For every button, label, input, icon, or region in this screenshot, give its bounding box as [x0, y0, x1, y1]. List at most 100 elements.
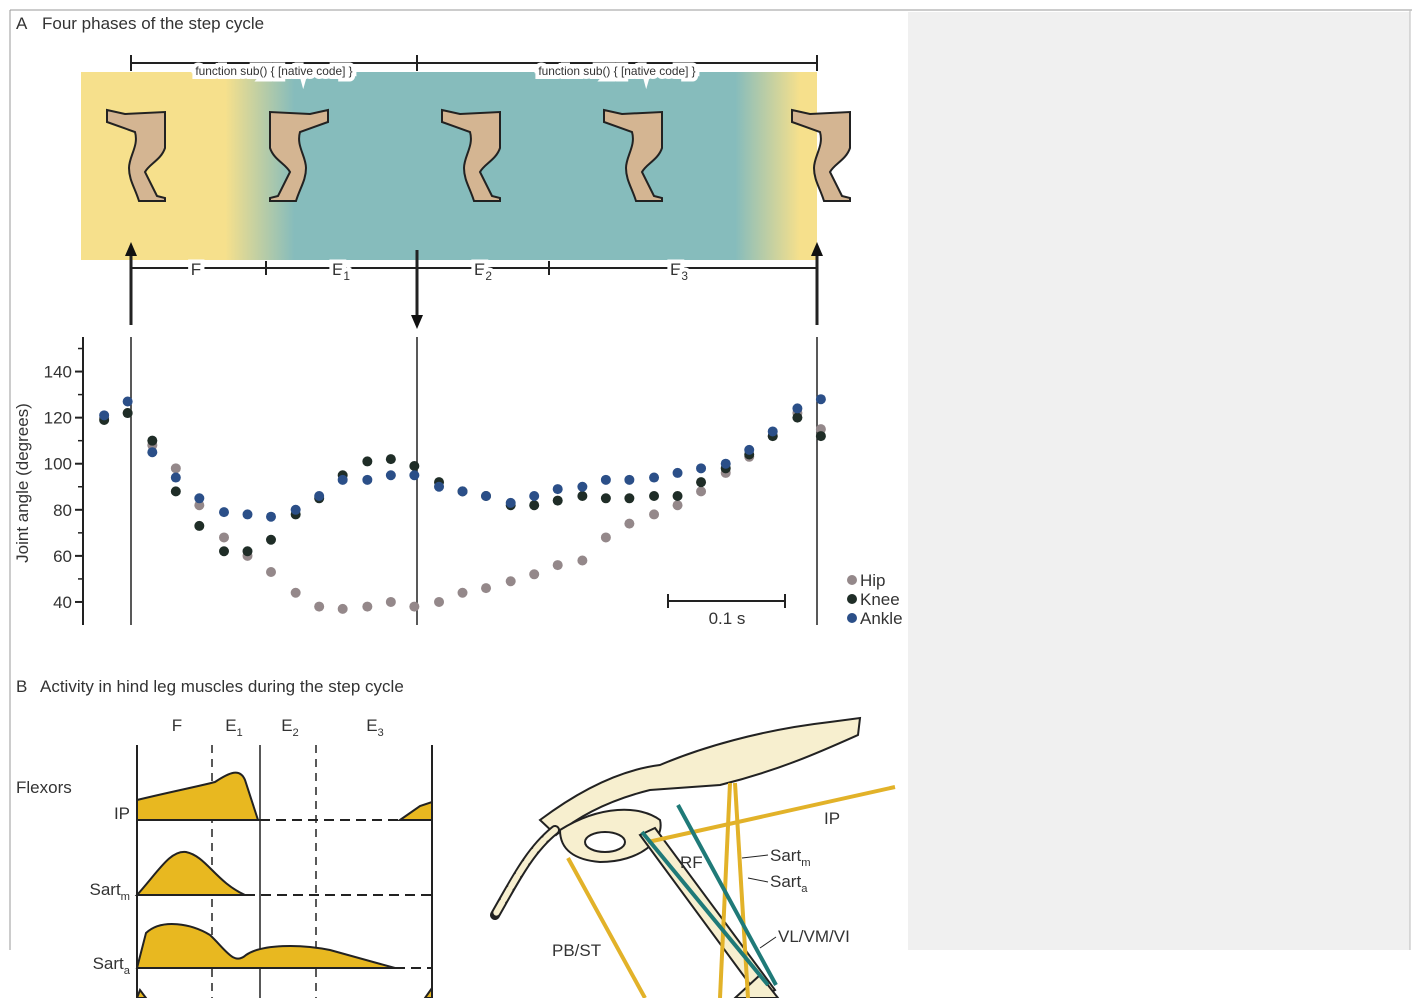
data-point	[147, 435, 158, 446]
data-point	[99, 410, 110, 421]
leader	[759, 936, 777, 949]
group-label: Flexors	[16, 778, 72, 797]
data-point	[815, 431, 826, 442]
phase-header: E3	[366, 716, 384, 739]
data-point	[170, 486, 181, 497]
bracket-label-subscript: function sub() { [native code] }	[195, 64, 352, 78]
muscle-line	[566, 857, 647, 998]
emg-trace	[135, 923, 396, 969]
arrow-head	[411, 315, 423, 329]
data-point	[672, 490, 683, 501]
bracket-label: function sub() { [native code] }	[538, 64, 695, 78]
data-point	[122, 396, 133, 407]
side-panel	[908, 12, 1410, 950]
y-tick-label: 80	[53, 501, 72, 520]
data-point	[170, 472, 181, 483]
phase-header-text: E	[225, 716, 236, 735]
phase-label-subscript: 3	[681, 269, 688, 283]
data-point	[792, 403, 803, 414]
emg-trace	[423, 984, 433, 998]
tail-inner	[492, 827, 558, 918]
data-point	[672, 467, 683, 478]
phase-header-text: E	[366, 716, 377, 735]
data-point	[696, 477, 707, 488]
data-point	[624, 474, 635, 485]
muscle-label: IP	[114, 804, 130, 823]
muscle-label-text: Sart	[89, 880, 120, 899]
data-point	[552, 495, 563, 506]
data-point	[600, 493, 611, 504]
scale-bar-label: 0.1 s	[709, 609, 746, 628]
muscle-line	[647, 785, 896, 844]
data-point	[434, 481, 445, 492]
data-point	[314, 490, 325, 501]
data-point	[672, 500, 683, 511]
data-point	[362, 474, 373, 485]
leader	[747, 877, 769, 883]
data-point	[147, 447, 158, 458]
panel-title: Four phases of the step cycle	[42, 14, 264, 33]
data-point	[649, 509, 660, 520]
panel-letter: A	[16, 14, 28, 33]
data-point	[434, 596, 445, 607]
data-point	[481, 583, 492, 594]
legend-label: Hip	[860, 571, 886, 590]
data-point	[337, 603, 348, 614]
data-point	[266, 534, 276, 545]
phase-header-subscript: 2	[293, 727, 299, 739]
phase-label-text: E	[474, 260, 485, 279]
arrow-head	[811, 242, 823, 256]
data-point	[409, 461, 420, 472]
phase-label: E2	[474, 260, 492, 283]
panel-title: Activity in hind leg muscles during the …	[40, 677, 404, 696]
data-point	[194, 500, 205, 511]
phase-header: F	[172, 716, 182, 735]
data-point	[600, 474, 611, 485]
emg-trace	[136, 771, 260, 821]
y-tick-label: 60	[53, 547, 72, 566]
data-point	[290, 504, 301, 515]
phase-header-subscript: 3	[378, 727, 384, 739]
emg-trace	[135, 987, 148, 998]
legend-label: Ankle	[860, 609, 903, 628]
data-point	[266, 511, 276, 522]
anatomy-label-text: Sart	[770, 846, 801, 865]
muscle-label-text: IP	[114, 804, 130, 823]
anatomy-label: PB/ST	[552, 941, 601, 960]
phase-header: E2	[281, 716, 299, 739]
muscle-label-subscript: a	[124, 965, 131, 977]
data-point	[457, 587, 468, 598]
phase-label-text: E	[332, 260, 343, 279]
phase-label-subscript: 2	[485, 269, 492, 283]
muscle-line	[640, 830, 770, 987]
phase-header: E1	[225, 716, 243, 739]
data-point	[362, 456, 373, 467]
phase-band	[81, 72, 817, 260]
phase-header-subscript: 1	[237, 727, 243, 739]
data-point	[170, 463, 181, 474]
data-point	[505, 576, 516, 587]
data-point	[385, 596, 396, 607]
muscle-label: Sarta	[93, 954, 131, 977]
data-point	[337, 474, 348, 485]
phase-label-text: E	[670, 260, 681, 279]
muscle-label-text: Sart	[93, 954, 124, 973]
data-point	[242, 546, 253, 557]
data-point	[362, 601, 373, 612]
data-point	[767, 426, 778, 437]
phase-label-subscript: 1	[343, 269, 350, 283]
data-point	[577, 481, 588, 492]
panel-letter: B	[16, 677, 27, 696]
data-point	[385, 454, 396, 465]
data-point	[481, 490, 492, 501]
emg-trace	[134, 850, 246, 896]
data-point	[552, 484, 563, 495]
anatomy-label: IP	[824, 809, 840, 828]
phase-label: E3	[670, 260, 688, 283]
data-point	[219, 507, 229, 518]
data-point	[290, 587, 301, 598]
y-axis-label: Joint angle (degrees)	[13, 403, 32, 563]
y-tick-label: 100	[44, 455, 72, 474]
data-point	[409, 470, 420, 481]
